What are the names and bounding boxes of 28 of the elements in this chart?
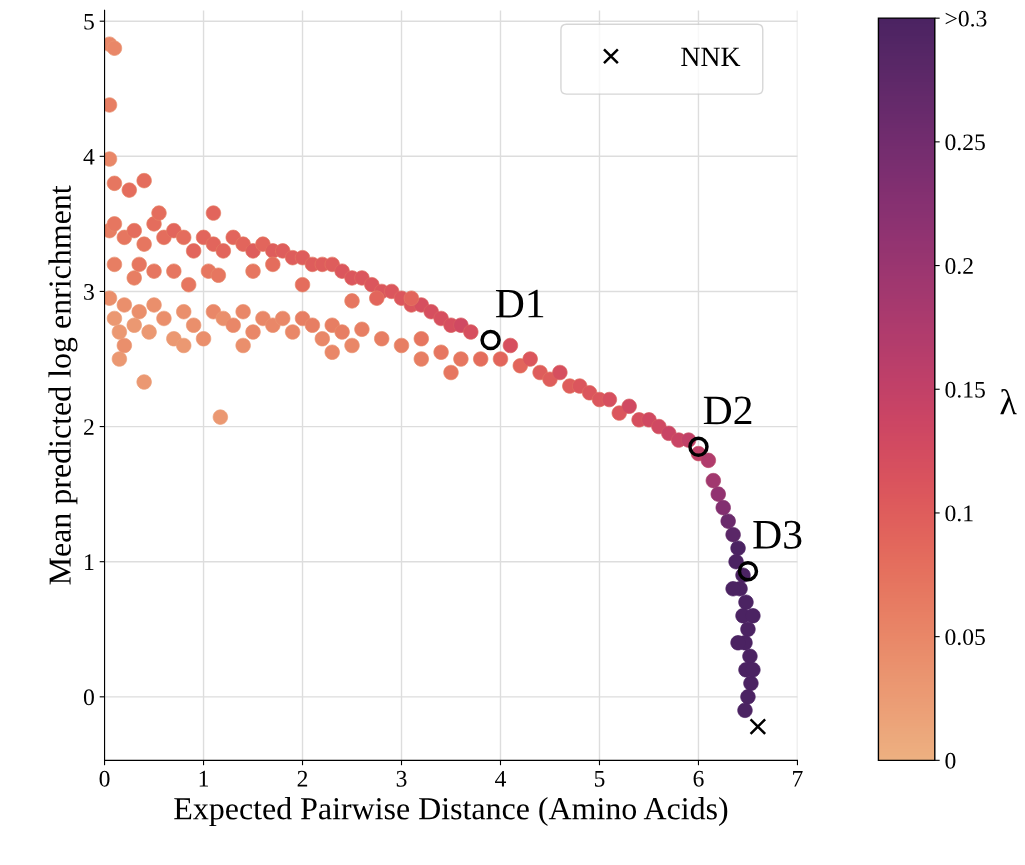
x-tick-label: 6 [693, 770, 704, 787]
color-bar-label: 0.15 [945, 381, 985, 398]
color-bar-label: 0.1 [945, 505, 973, 522]
y-tick-label: 5 [84, 13, 94, 30]
x-tick-label: 4 [495, 770, 507, 787]
color-bar-label: 0.2 [945, 258, 973, 275]
y-tick-label: 4 [83, 148, 95, 165]
y-tick-label: 1 [85, 554, 94, 570]
x-tick-label: 1 [199, 770, 209, 787]
y-axis-title: Mean predicted log enrichment [48, 185, 78, 585]
annotation: D1 [495, 289, 544, 318]
y-tick-label: 3 [84, 284, 94, 300]
annotation: D3 [753, 520, 802, 549]
x-tick-label: 7 [793, 770, 803, 787]
color-bar-title: λ [1000, 388, 1017, 415]
annotation: D2 [703, 396, 752, 425]
y-tick-label: 2 [84, 419, 94, 435]
x-axis-title: Expected Pairwise Distance (Amino Acids) [174, 797, 728, 826]
x-tick-label: 2 [297, 770, 308, 787]
x-tick-label: 0 [99, 770, 110, 787]
color-bar-label: 0.05 [945, 629, 985, 646]
y-tick-label: 0 [83, 689, 94, 706]
x-tick-label: 3 [396, 770, 407, 787]
color-bar-label: 0 [945, 752, 956, 769]
legend-label: NNK [681, 47, 741, 66]
color-bar-label: >0.3 [945, 10, 987, 27]
x-tick-label: 5 [594, 770, 605, 787]
color-bar-label: 0.25 [945, 134, 985, 151]
